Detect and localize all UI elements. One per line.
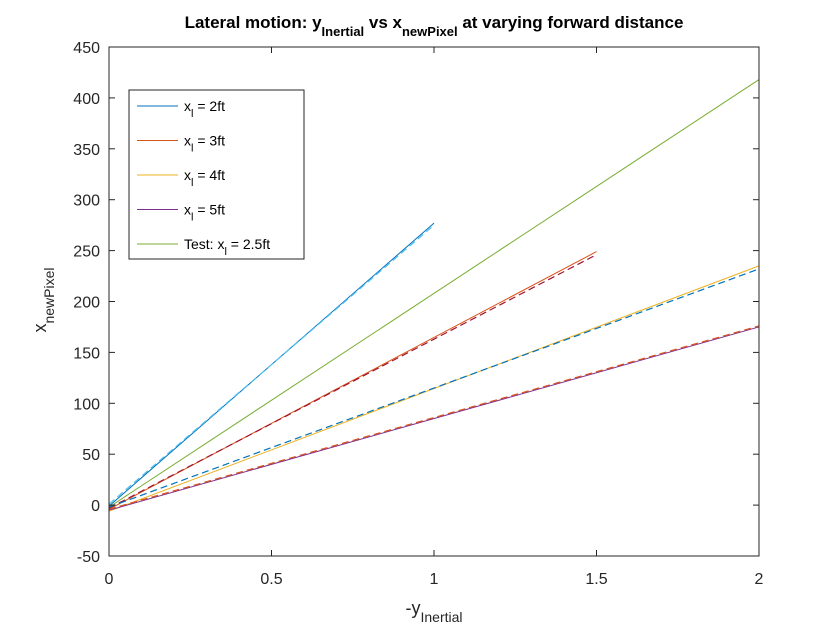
y-tick-label: 50: [82, 447, 100, 464]
x-tick-label: 0.5: [260, 571, 282, 588]
legend-label-3: xl = 4ft: [184, 167, 225, 189]
chart-title: Lateral motion: yInertial vs xnewPixel a…: [185, 13, 684, 39]
y-tick-label: 300: [73, 193, 100, 210]
legend: xl = 2ft xl = 3ft xl = 4ft xl = 5ft Test: xl…: [128, 89, 305, 260]
fit-lines: [108, 224, 760, 510]
y-axis-ticks: -50 0 50 100 150 200 250 300 350 400 450: [73, 40, 759, 566]
x-axis-label: -yInertial: [405, 598, 462, 625]
legend-label-1: xl = 2ft: [184, 98, 225, 120]
y-tick-label: 150: [73, 345, 100, 362]
y-axis-label: xnewPixel: [30, 267, 57, 332]
series-line-5: [108, 79, 760, 508]
legend-label-4: xl = 5ft: [184, 202, 225, 224]
y-tick-label: 0: [91, 498, 100, 515]
fit-line-2: [108, 254, 597, 509]
x-tick-label: 1.5: [585, 571, 607, 588]
fit-line-3: [108, 268, 760, 508]
x-tick-label: 1: [430, 571, 439, 588]
fit-line-1: [108, 224, 435, 505]
x-tick-label: 2: [755, 571, 764, 588]
legend-label-2: xl = 3ft: [184, 133, 225, 155]
y-tick-label: 100: [73, 396, 100, 413]
x-axis-ticks: 0 0.5 1 1.5 2: [105, 47, 764, 588]
y-tick-label: 200: [73, 295, 100, 312]
fit-line-4: [108, 325, 760, 510]
x-tick-label: 0: [105, 571, 114, 588]
y-tick-label: 250: [73, 244, 100, 261]
legend-label-5: Test: xl = 2.5ft: [184, 236, 270, 258]
y-tick-label: 400: [73, 91, 100, 108]
y-tick-label: 350: [73, 142, 100, 159]
y-tick-label: -50: [77, 549, 100, 566]
y-tick-label: 450: [73, 40, 100, 57]
series-line-4: [108, 326, 760, 511]
